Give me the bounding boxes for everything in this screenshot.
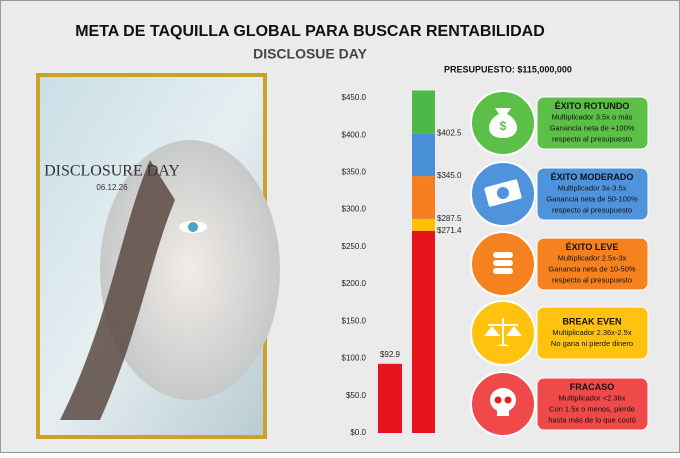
budget-label: PRESUPUESTO: $115,000,000 bbox=[444, 64, 572, 74]
tier-card bbox=[536, 306, 649, 360]
scale-icon bbox=[484, 318, 522, 346]
threshold-label: $402.5 bbox=[437, 128, 462, 137]
skull-jaw bbox=[497, 408, 509, 416]
subtitle: DISCLOSUE DAY bbox=[253, 46, 368, 62]
bar bbox=[378, 363, 402, 433]
tier-line: No gana ni pierde dinero bbox=[551, 339, 633, 348]
poster-title: DISCLOSURE DAY bbox=[44, 163, 180, 180]
stack-segment bbox=[412, 230, 435, 433]
tier-title: ÉXITO MODERADO bbox=[551, 172, 634, 182]
y-tick-label: $150.0 bbox=[342, 316, 367, 325]
tier-line: respecto al presupuesto bbox=[552, 134, 632, 143]
y-tick-label: $300.0 bbox=[342, 205, 367, 214]
stack-segment bbox=[412, 90, 435, 134]
tier-card bbox=[536, 237, 649, 291]
money-bag-icon bbox=[488, 108, 518, 138]
coins-icon bbox=[493, 252, 513, 258]
y-tick-label: $450.0 bbox=[342, 93, 367, 102]
tier-title: ÉXITO ROTUNDO bbox=[555, 101, 630, 111]
y-tick-label: $100.0 bbox=[342, 354, 367, 363]
tier-line: Ganancia neta de +100% bbox=[550, 123, 635, 132]
y-tick-label: $0.0 bbox=[350, 428, 366, 437]
tier-line: Multiplicador 3.5x o más bbox=[552, 112, 633, 121]
tier-title: FRACASO bbox=[570, 382, 615, 392]
poster-date: 06.12.26 bbox=[96, 183, 128, 192]
threshold-label: $345.0 bbox=[437, 171, 462, 180]
money-bag-sign: $ bbox=[500, 119, 507, 133]
tier-line: hasta más de lo que costó bbox=[548, 415, 636, 424]
threshold-label: $287.5 bbox=[437, 214, 462, 223]
poster-iris bbox=[188, 222, 198, 232]
bill-center bbox=[497, 187, 509, 199]
poster-hair bbox=[60, 160, 175, 420]
tier-line: Multiplicador <2.36x bbox=[559, 393, 626, 402]
stack-segment bbox=[412, 218, 435, 231]
tier-title: BREAK EVEN bbox=[562, 316, 621, 326]
stack-segment bbox=[412, 133, 435, 177]
skull-icon bbox=[490, 388, 516, 412]
coins-icon bbox=[493, 268, 513, 274]
y-tick-label: $50.0 bbox=[346, 391, 367, 400]
threshold-label: $271.4 bbox=[437, 226, 462, 235]
tier-line: respecto al presupuesto bbox=[552, 205, 632, 214]
tier-card bbox=[536, 96, 649, 150]
icons: $ bbox=[484, 108, 522, 416]
tier-title: ÉXITO LEVE bbox=[566, 242, 619, 252]
y-tick-label: $400.0 bbox=[342, 130, 367, 139]
tier-card bbox=[536, 377, 649, 431]
value-label: $92.9 bbox=[380, 350, 401, 359]
poster: DISCLOSURE DAY 06.12.26 bbox=[36, 73, 280, 439]
title: META DE TAQUILLA GLOBAL PARA BUSCAR RENT… bbox=[75, 23, 545, 40]
tier-line: respecto al presupuesto bbox=[552, 275, 632, 284]
tier-line: Multiplicador 3x-3.5x bbox=[558, 183, 627, 192]
chart: $0.0 $50.0 $100.0 $150.0 $200.0 $250.0 $300.0 $… bbox=[342, 90, 462, 437]
y-tick-label: $200.0 bbox=[342, 279, 367, 288]
tier-line: Ganancia neta de 10-50% bbox=[548, 264, 635, 273]
coins-icon bbox=[493, 260, 513, 266]
tier-card bbox=[536, 167, 649, 221]
tier-line: Multiplicador 2.5x-3x bbox=[558, 253, 627, 262]
y-tick-label: $350.0 bbox=[342, 168, 367, 177]
skull-eye bbox=[494, 396, 502, 404]
y-tick-label: $250.0 bbox=[342, 242, 367, 251]
stack-segment bbox=[412, 176, 435, 219]
tier-line: Con 1.5x o menos, pierde bbox=[549, 404, 635, 413]
tier-line: Multiplicador 2.36x-2.5x bbox=[552, 328, 631, 337]
skull-eye bbox=[504, 396, 512, 404]
tier-line: Ganancia neta de 50-100% bbox=[546, 194, 638, 203]
